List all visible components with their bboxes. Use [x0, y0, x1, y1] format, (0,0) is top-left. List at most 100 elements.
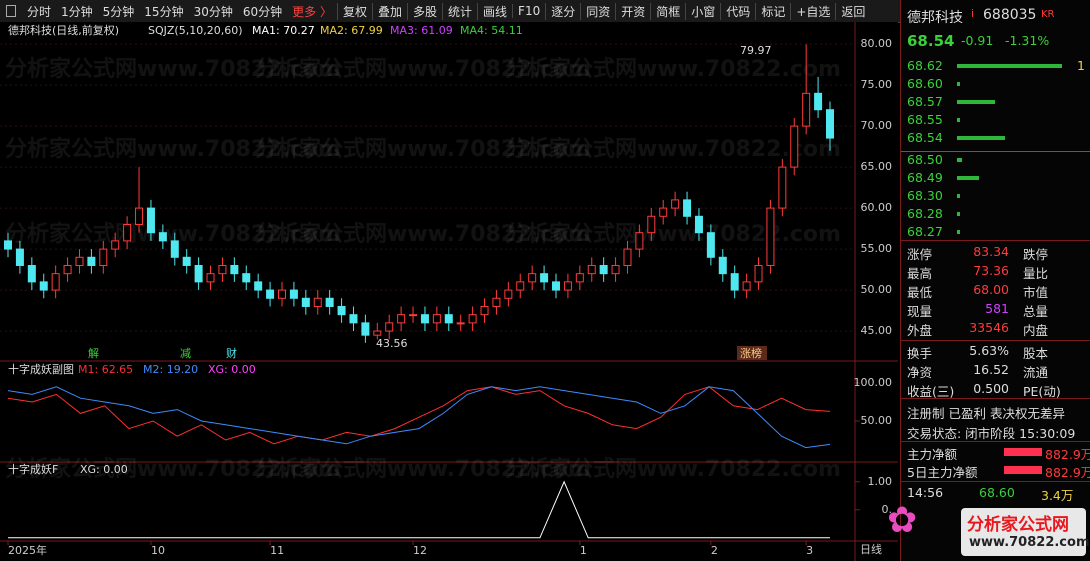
indicator-name: SQJZ(5,10,20,60) [148, 24, 242, 37]
legend: XG: 0.00 [80, 463, 128, 476]
book-price: 68.55 [907, 112, 943, 127]
legend: XG: 0.00 [208, 363, 256, 376]
candle-body [718, 256, 727, 275]
button[interactable]: 代码 [720, 2, 755, 20]
candle-body [218, 264, 227, 275]
low-label: 43.56 [376, 337, 408, 350]
x-tick-label: 1 [580, 544, 587, 557]
flow-label: 5日主力净额 [907, 465, 978, 480]
x-tick-label: 11 [270, 544, 284, 557]
book-price: 68.62 [907, 58, 943, 73]
candle-body [301, 297, 310, 307]
button[interactable]: 开资 [615, 2, 650, 20]
y-tick-label: 65.00 [861, 160, 893, 173]
candle-body [170, 240, 179, 258]
code: 688035 [983, 7, 1037, 23]
series-line [7, 386, 831, 449]
candle-body [313, 297, 322, 307]
book-price: 68.30 [907, 188, 943, 203]
divider [901, 340, 1090, 341]
candle-body [790, 125, 799, 168]
button[interactable]: 标记 [755, 2, 790, 20]
watermark: 分析家公式网www.70822.com [255, 456, 591, 482]
candle-body [87, 256, 96, 266]
main-title: 德邦科技(日线,前复权) [8, 23, 119, 37]
stat: PE(动) [1023, 384, 1061, 399]
high-label: 79.97 [740, 44, 772, 57]
stat: 流通 [1023, 365, 1049, 380]
legend: M1: 62.65 [78, 363, 133, 376]
button[interactable]: 复权 [336, 2, 372, 20]
x-tick-label: 2025年 [8, 543, 47, 557]
x-tick-label: 3 [806, 544, 813, 557]
tab[interactable]: 更多 〉 [292, 4, 332, 19]
button[interactable]: 返回 [835, 2, 870, 20]
candle-body [146, 207, 155, 234]
watermark: 分析家公式网www.70822.com [255, 56, 591, 82]
flow-value: 882.9万 [1045, 447, 1090, 462]
stat: 最高 [907, 266, 933, 281]
tab[interactable]: 30分钟 [193, 4, 233, 19]
button[interactable]: 简框 [650, 2, 685, 20]
flow-bar [1004, 448, 1042, 456]
stat: 内盘 [1023, 323, 1049, 338]
button[interactable]: 统计 [442, 2, 477, 20]
book-price: 68.60 [907, 76, 943, 91]
book-bar [957, 230, 960, 234]
stat: 16.52 [973, 362, 1009, 377]
legend: M2: 19.20 [143, 363, 198, 376]
logo-url: www.70822.com [969, 535, 1090, 550]
book-price: 68.28 [907, 206, 943, 221]
button[interactable]: 多股 [407, 2, 442, 20]
stat: 收益(三) [907, 384, 955, 399]
tick-time: 14:56 [907, 485, 944, 500]
button[interactable]: +自选 [790, 2, 835, 20]
stat: 83.34 [973, 244, 1009, 259]
watermark: 分析家公式网www.70822.com [255, 221, 591, 247]
candle-body [814, 92, 823, 111]
candle-body [575, 273, 584, 283]
tab[interactable]: 60分钟 [242, 4, 283, 19]
stat: 33546 [969, 320, 1009, 335]
y-tick-label: 70.00 [861, 119, 893, 132]
candle-body [468, 314, 477, 324]
button[interactable]: 同资 [580, 2, 615, 20]
y-tick-label: 60.00 [861, 201, 893, 214]
series-line [7, 386, 831, 445]
candle-body [182, 256, 191, 266]
tab[interactable]: 5分钟 [102, 4, 135, 19]
candle-body [623, 248, 632, 266]
y-tick-label: 45.00 [861, 324, 893, 337]
stat: 总量 [1023, 304, 1049, 319]
candle-body [516, 281, 525, 291]
candle-body [266, 289, 275, 299]
watermark: 分析家公式网www.70822.com [505, 56, 841, 82]
book-price: 68.57 [907, 94, 943, 109]
candle-body [111, 240, 120, 250]
button[interactable]: 逐分 [545, 2, 580, 20]
candle-body [694, 215, 703, 234]
book-price: 68.27 [907, 224, 943, 239]
watermark: 分析家公式网www.70822.com [255, 136, 591, 162]
candle-body [206, 273, 215, 283]
price: 68.54 [907, 32, 955, 50]
candle-body [599, 264, 608, 275]
logo-name: 分析家公式网 [967, 515, 1069, 535]
flow-value: 882.9万 [1045, 465, 1090, 480]
axis-label: 日线 [860, 542, 882, 556]
tab[interactable]: 15分钟 [144, 4, 184, 19]
candle-body [671, 199, 680, 209]
divider [901, 481, 1090, 482]
tab[interactable]: 1分钟 [61, 4, 93, 19]
watermark: 分析家公式网www.70822.com [505, 456, 841, 482]
button[interactable]: F10 [512, 4, 545, 18]
y-tick-label: 75.00 [861, 78, 893, 91]
tab[interactable]: 分时 [27, 4, 52, 19]
button[interactable]: 小窗 [685, 2, 720, 20]
candle-body [278, 289, 286, 299]
candle-body [51, 273, 60, 291]
button[interactable]: 画线 [477, 2, 512, 20]
event-bg [737, 346, 767, 360]
button[interactable]: 叠加 [371, 2, 407, 20]
tick-vol: 3.4万 [1041, 488, 1074, 503]
